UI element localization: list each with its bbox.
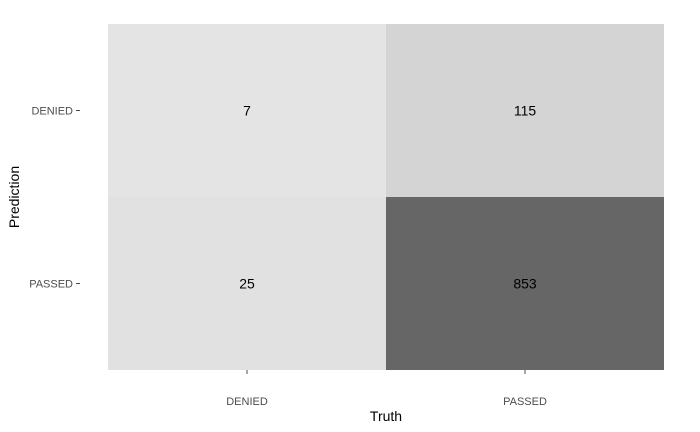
y-axis: DENIED PASSED [29,106,80,291]
cell-value-labels: 7 115 25 853 [239,103,537,292]
heatmap-cell-denied-passed [386,24,664,197]
y-axis-title: Prediction [6,166,22,228]
x-axis-title: Truth [370,408,402,424]
heatmap-cell-passed-passed [386,197,664,370]
heatmap-cells [108,24,664,370]
x-tick-label-denied: DENIED [226,396,268,408]
cell-value-label: 853 [513,276,537,292]
x-axis: DENIED PASSED [226,370,547,408]
x-tick-label-passed: PASSED [503,396,547,408]
cell-value-label: 115 [514,103,537,119]
y-tick-label-denied: DENIED [31,106,73,118]
y-tick-label-passed: PASSED [29,279,73,291]
heatmap-cell-passed-denied [108,197,386,370]
cell-value-label: 25 [239,276,255,292]
cell-value-label: 7 [243,103,251,119]
heatmap-cell-denied-denied [108,24,386,197]
